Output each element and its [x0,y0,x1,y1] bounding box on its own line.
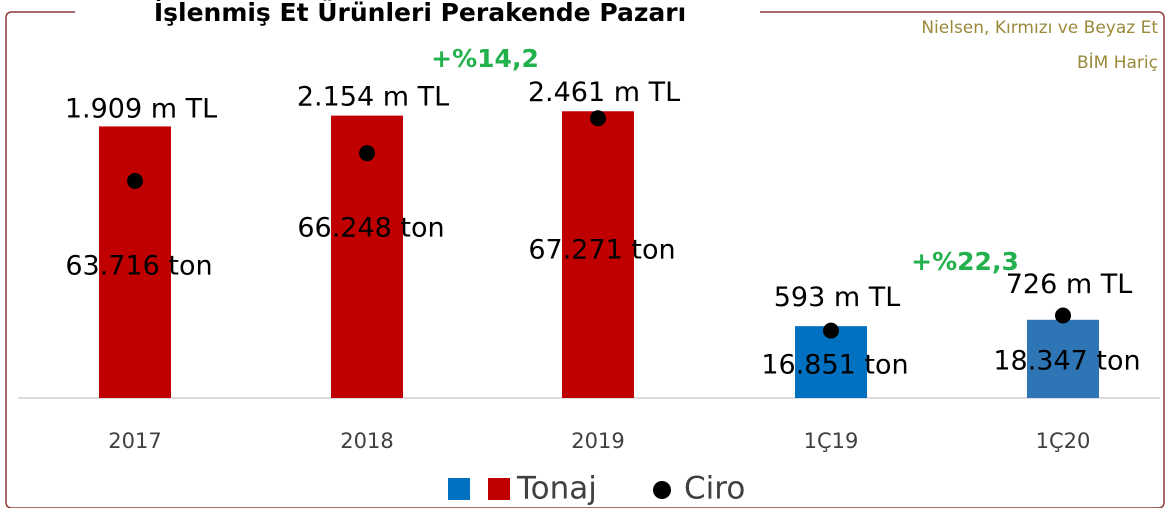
value-label: 18.347 ton [993,346,1140,377]
value-label: 16.851 ton [761,350,908,381]
value-label: 2.461 m TL [528,77,680,108]
legend-swatch [448,478,470,500]
x-tick-label: 1Ç20 [1036,429,1091,453]
value-label: 63.716 ton [65,251,212,282]
source-line: BİM Hariç [1077,52,1158,73]
dot [590,110,606,127]
legend-label: Ciro [684,471,745,507]
chart-title: İşlenmiş Et Ürünleri Perakende Pazarı [154,0,686,27]
legend-label: Tonaj [516,471,597,507]
dot [1055,307,1071,324]
value-label: 726 m TL [1006,269,1133,300]
dot [359,145,375,162]
source-line: Nielsen, Kırmızı ve Beyaz Et [921,18,1158,38]
value-label: 66.248 ton [297,213,444,244]
bar [99,126,171,398]
x-tick-label: 1Ç19 [804,429,859,453]
bar [562,111,634,399]
x-tick-label: 2019 [571,429,624,453]
bar [331,115,403,399]
value-label: 2.154 m TL [297,82,449,113]
legend-swatch [488,478,510,500]
dot [127,173,143,190]
bar [1027,319,1099,398]
annotation: +%22,3 [911,247,1019,276]
legend-swatch [653,481,671,499]
annotation: +%14,2 [431,44,539,73]
value-label: 1.909 m TL [65,94,217,125]
x-tick-label: 2017 [108,429,161,453]
x-tick-label: 2018 [340,429,393,453]
dot [823,322,839,339]
value-label: 67.271 ton [528,235,675,266]
frame [5,11,1165,508]
value-label: 593 m TL [774,282,901,313]
